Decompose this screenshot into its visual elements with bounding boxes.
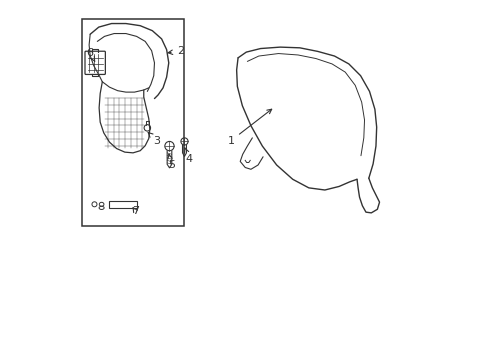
Text: 3: 3: [148, 132, 160, 146]
Text: 4: 4: [184, 148, 192, 163]
Text: 2: 2: [168, 46, 183, 57]
Text: 6: 6: [86, 48, 95, 61]
Bar: [82, 19, 183, 226]
Text: 1: 1: [227, 109, 271, 146]
Text: 7: 7: [132, 206, 139, 216]
Bar: [109, 202, 137, 208]
Text: 5: 5: [167, 154, 174, 170]
